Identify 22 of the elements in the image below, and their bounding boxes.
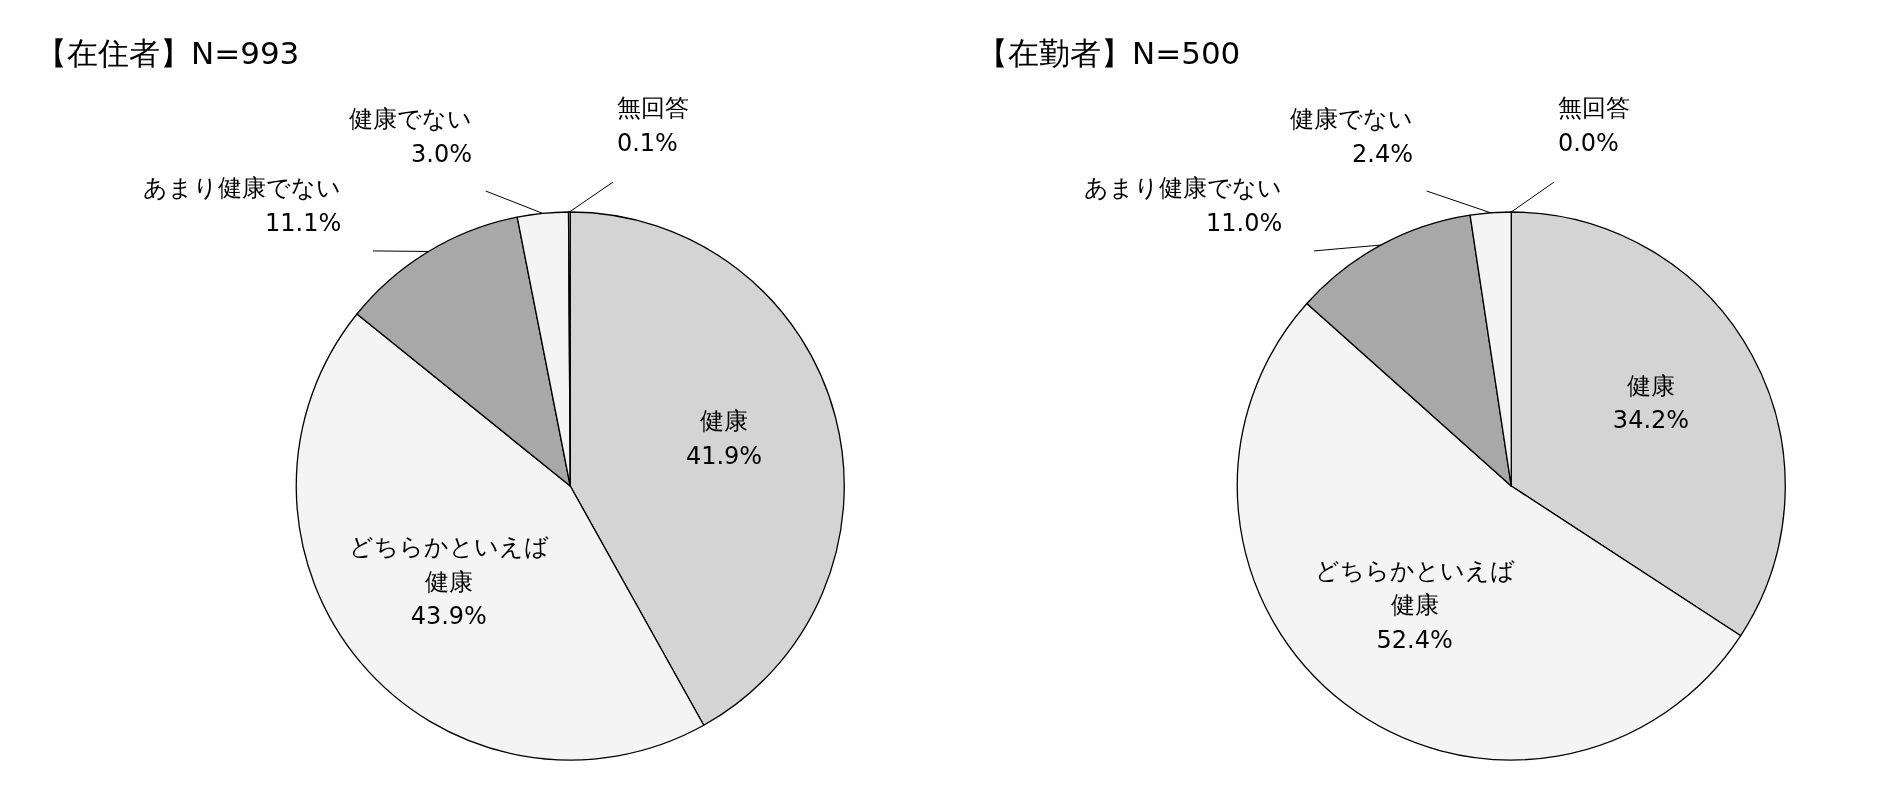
slice-label: 健康でない [1289,104,1413,133]
data-label: 41.9% [685,441,763,470]
slice-label: どちらかといえば健康 [348,532,549,596]
slice-label: 健康 [700,407,749,436]
data-label: 3.0% [411,139,473,168]
data-label: 0.1% [616,129,678,158]
data-label: 43.9% [410,602,487,631]
category-label: 無回答 [1557,94,1630,123]
slice-label: あまり健康でない [143,174,342,203]
text: 0.0% [1557,129,1619,158]
data-label: 11.1% [265,209,342,238]
data-label: 11.0% [1205,209,1282,238]
data-label: 34.2% [1612,406,1689,435]
chart-title: 【在住者】N=993 [36,35,300,71]
slice-label: 無回答 [616,94,689,123]
slice-label: どちらかといえば健康 [1314,556,1515,620]
slice-label: 健康 [1626,371,1675,400]
chart-title: 【在勤者】N=500 [976,35,1240,71]
slice-label: あまり健康でない [1083,174,1282,203]
data-label: 2.4% [1351,139,1413,168]
data-label: 52.4% [1376,626,1453,655]
slice-label: 健康でない [349,104,473,133]
